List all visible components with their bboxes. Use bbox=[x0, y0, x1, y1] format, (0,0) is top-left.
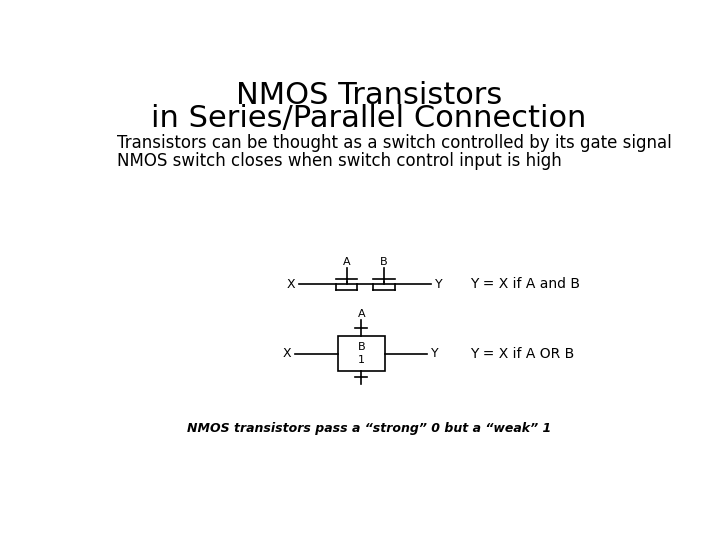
Text: X: X bbox=[283, 347, 292, 360]
Text: A: A bbox=[343, 256, 351, 267]
Text: B: B bbox=[380, 256, 387, 267]
Text: Y = X if A and B: Y = X if A and B bbox=[469, 277, 580, 291]
Text: B: B bbox=[357, 342, 365, 353]
Text: NMOS switch closes when switch control input is high: NMOS switch closes when switch control i… bbox=[117, 152, 562, 170]
Text: in Series/Parallel Connection: in Series/Parallel Connection bbox=[151, 104, 587, 133]
Text: A: A bbox=[357, 309, 365, 319]
Text: NMOS transistors pass a “strong” 0 but a “weak” 1: NMOS transistors pass a “strong” 0 but a… bbox=[187, 422, 551, 435]
Text: Transistors can be thought as a switch controlled by its gate signal: Transistors can be thought as a switch c… bbox=[117, 134, 672, 152]
Text: Y: Y bbox=[431, 347, 438, 360]
Text: 1: 1 bbox=[358, 355, 365, 365]
Text: NMOS Transistors: NMOS Transistors bbox=[236, 81, 502, 110]
Text: X: X bbox=[287, 278, 295, 291]
Text: Y: Y bbox=[435, 278, 443, 291]
Text: Y = X if A OR B: Y = X if A OR B bbox=[469, 347, 574, 361]
Bar bbox=[338, 336, 384, 372]
